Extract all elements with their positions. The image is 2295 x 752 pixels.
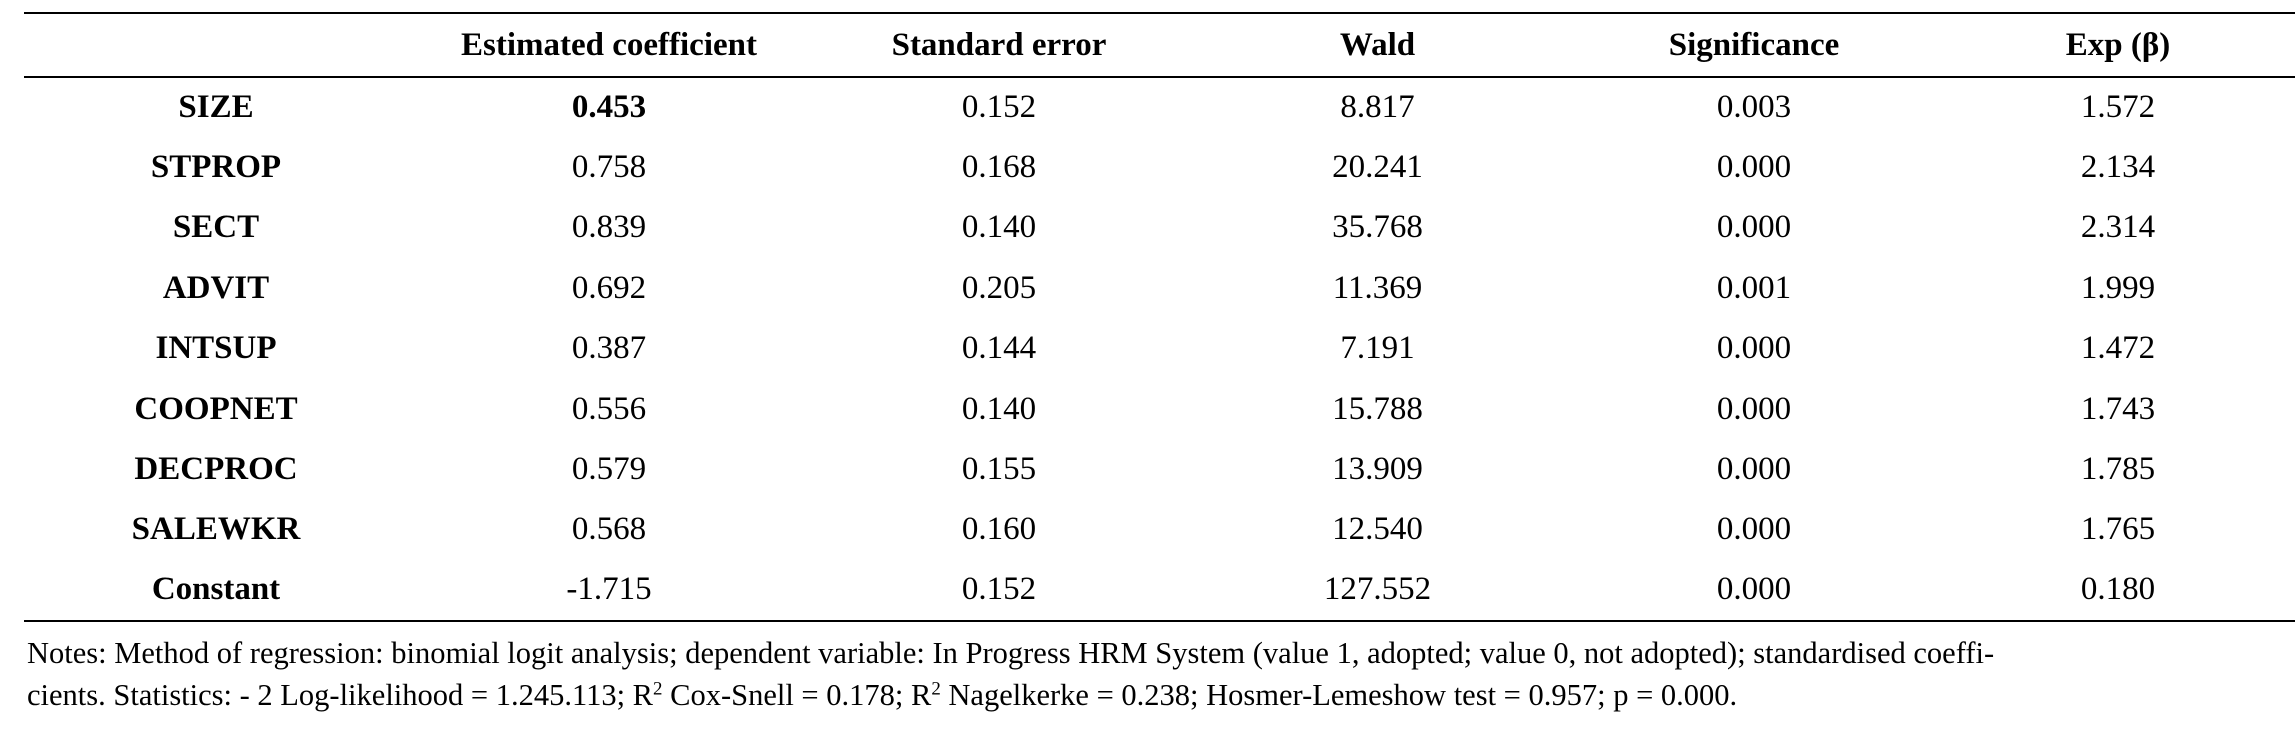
cell-variable: DECPROC [134,451,298,488]
cell-significance: 0.000 [1716,149,1792,186]
table-row: COOPNET 0.556 0.140 15.788 0.000 1.743 [24,379,2295,439]
cell-standard-error: 0.155 [961,451,1037,488]
cell-significance: 0.000 [1716,390,1792,427]
table-row: INTSUP 0.387 0.144 7.191 0.000 1.472 [24,319,2295,379]
cell-estimated-coefficient: 0.758 [571,149,647,186]
cell-estimated-coefficient: -1.715 [408,560,810,622]
regression-table: Estimated coefficient Standard error Wal… [24,12,2295,622]
cell-significance: 0.001 [1716,269,1792,306]
cell-exp-beta: 1.743 [2080,390,2156,427]
cell-exp-beta: 1.572 [2080,89,2156,126]
table-notes: Notes: Method of regression: binomial lo… [27,632,2289,716]
header-exp-beta: Exp (β) [1941,12,2295,78]
header-estimated-coefficient: Estimated coefficient [408,12,810,78]
cell-significance: 0.003 [1716,89,1792,126]
cell-estimated-coefficient: 0.839 [571,209,647,246]
cell-variable: ADVIT [162,269,270,306]
cell-significance: 0.000 [1716,451,1792,488]
cell-standard-error: 0.140 [961,209,1037,246]
cell-wald: 11.369 [1332,269,1423,306]
cell-wald: 8.817 [1340,89,1415,126]
cell-wald: 35.768 [1332,209,1423,246]
cell-standard-error: 0.152 [810,560,1188,622]
cell-exp-beta: 1.999 [2080,269,2156,306]
cell-exp-beta: 2.314 [2080,209,2156,246]
cell-exp-beta: 1.472 [2080,330,2156,367]
cell-estimated-coefficient: 0.387 [571,330,647,367]
header-row: Estimated coefficient Standard error Wal… [24,12,2295,78]
cell-standard-error: 0.160 [961,511,1037,548]
notes-line-1: Notes: Method of regression: binomial lo… [27,636,1995,670]
cell-variable: Constant [24,560,408,622]
cell-standard-error: 0.168 [961,149,1037,186]
cell-estimated-coefficient: 0.556 [571,390,647,427]
table-row: SALEWKR 0.568 0.160 12.540 0.000 1.765 [24,500,2295,560]
cell-wald: 127.552 [1188,560,1567,622]
table-row: ADVIT 0.692 0.205 11.369 0.001 1.999 [24,258,2295,318]
cell-significance: 0.000 [1716,511,1792,548]
table-header: Estimated coefficient Standard error Wal… [24,12,2295,78]
cell-significance: 0.000 [1716,209,1792,246]
table-body: SIZE 0.453 0.152 8.817 0.003 1.572 STPROP 0.758… [24,77,2295,622]
notes-statistics-part-3: Nagelkerke = 0.238; Hosmer-Lemeshow test… [940,678,1738,712]
notes-statistics-part-1: cients. Statistics: - 2 Log-likelihood =… [27,678,654,712]
cell-variable: COOPNET [134,390,298,427]
table-row: SIZE 0.453 0.152 8.817 0.003 1.572 [24,77,2295,137]
cell-exp-beta: 1.765 [2080,511,2156,548]
table-row: Constant -1.715 0.152 127.552 0.000 0.180 [24,560,2295,622]
cell-wald: 12.540 [1332,511,1423,548]
cell-wald: 20.241 [1332,149,1423,186]
header-significance: Significance [1567,12,1941,78]
table-row: DECPROC 0.579 0.155 13.909 0.000 1.785 [24,439,2295,499]
cell-variable: INTSUP [155,330,277,367]
cell-exp-beta: 0.180 [1941,560,2295,622]
cell-estimated-coefficient: 0.568 [571,511,647,548]
cell-exp-beta: 1.785 [2080,451,2156,488]
notes-statistics-part-2: Cox-Snell = 0.178; R [662,678,932,712]
header-standard-error: Standard error [810,12,1188,78]
cell-variable: SALEWKR [131,511,301,548]
table-row: STPROP 0.758 0.168 20.241 0.000 2.134 [24,137,2295,197]
header-variable [24,12,408,78]
cell-variable: STPROP [150,149,282,186]
cell-standard-error: 0.205 [961,269,1037,306]
cell-estimated-coefficient: 0.579 [571,451,647,488]
cell-significance: 0.000 [1567,560,1941,622]
cell-estimated-coefficient: 0.453 [571,89,647,126]
notes-line-2: cients. Statistics: - 2 Log-likelihood =… [27,674,2289,716]
cell-standard-error: 0.152 [961,89,1037,126]
r-squared-superscript: 2 [653,678,663,700]
header-wald: Wald [1188,12,1567,78]
cell-standard-error: 0.140 [961,390,1037,427]
r-squared-superscript: 2 [931,678,941,700]
cell-standard-error: 0.144 [961,330,1037,367]
cell-wald: 7.191 [1340,330,1415,367]
cell-significance: 0.000 [1716,330,1792,367]
cell-wald: 15.788 [1332,390,1423,427]
cell-estimated-coefficient: 0.692 [571,269,647,306]
cell-exp-beta: 2.134 [2080,149,2156,186]
cell-variable: SIZE [178,89,254,126]
cell-wald: 13.909 [1332,451,1423,488]
table-row: SECT 0.839 0.140 35.768 0.000 2.314 [24,198,2295,258]
cell-variable: SECT [172,209,260,246]
